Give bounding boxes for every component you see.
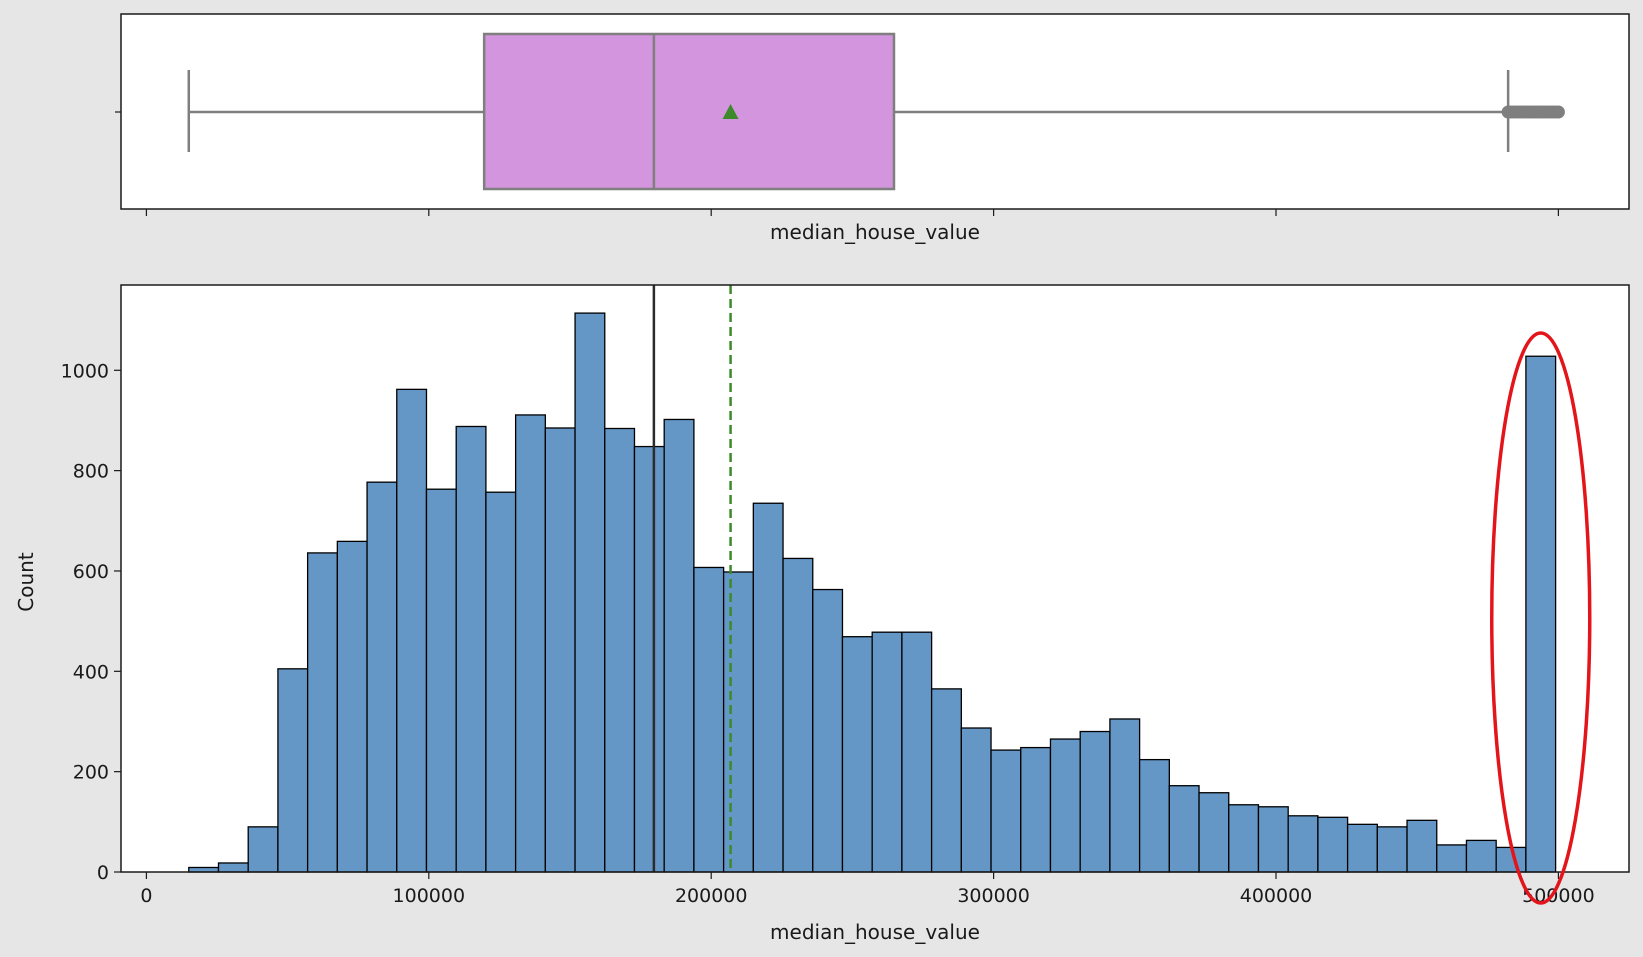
histogram-bar	[247, 826, 279, 873]
histogram-y-tick-label: 600	[73, 561, 109, 583]
histogram-bar	[1198, 792, 1230, 873]
histogram-bar	[1168, 785, 1200, 873]
mean-marker	[722, 104, 739, 119]
histogram-panel: 0 100000 200000 300000 400000 500000 02004006…	[14, 284, 1630, 944]
histogram-bar	[693, 566, 725, 873]
histogram-bar	[901, 631, 933, 873]
boxplot-panel: median_house_value	[115, 13, 1630, 244]
histogram-bar	[1020, 746, 1052, 873]
histogram-bar	[1436, 844, 1468, 873]
outlier-point	[1551, 105, 1565, 119]
histogram-bar	[1287, 815, 1319, 873]
histogram-bar	[574, 312, 606, 873]
histogram-x-tick-label: 300000	[957, 885, 1030, 907]
histogram-bar	[604, 427, 636, 873]
histogram-y-tick-label: 800	[73, 461, 109, 483]
histogram-x-axis-label: median_house_value	[770, 920, 980, 944]
histogram-bar	[1406, 819, 1438, 873]
histogram-bar	[1257, 806, 1289, 873]
histogram-bars	[188, 312, 1557, 873]
histogram-bar	[217, 862, 249, 873]
histogram-bar	[990, 749, 1022, 873]
histogram-bar	[1109, 718, 1141, 873]
histogram-bar	[1376, 826, 1408, 873]
histogram-bar	[1228, 804, 1260, 873]
histogram-reference-lines	[652, 285, 732, 872]
histogram-y-axis-label: Count	[14, 552, 38, 612]
histogram-plot-frame	[120, 284, 1630, 873]
histogram-y-tick-label: 0	[97, 862, 109, 884]
histogram-bar	[277, 668, 309, 873]
boxplot-x-ticks	[145, 209, 1560, 216]
histogram-x-tick-label: 200000	[675, 885, 748, 907]
histogram-x-ticks: 0 100000 200000 300000 400000 500000	[140, 872, 1595, 907]
histogram-x-tick-label: 0	[140, 885, 152, 907]
histogram-bar	[633, 445, 665, 873]
histogram-x-tick-label: 400000	[1240, 885, 1313, 907]
histogram-bar	[1346, 823, 1378, 873]
histogram-bar	[782, 557, 814, 873]
histogram-bar	[455, 425, 487, 873]
histogram-x-tick-label: 100000	[393, 885, 466, 907]
outlier-highlight-ellipse	[1490, 331, 1592, 905]
histogram-bar	[1525, 355, 1557, 873]
histogram-bar	[722, 571, 754, 873]
histogram-y-tick-label: 400	[73, 661, 109, 683]
histogram-bar	[1079, 730, 1111, 873]
histogram-y-tick-label: 1000	[61, 360, 109, 382]
boxplot-x-axis-label: median_house_value	[770, 220, 980, 244]
histogram-bar	[960, 727, 992, 873]
histogram-bar	[306, 552, 338, 873]
histogram-bar	[930, 688, 962, 873]
histogram-bar	[514, 414, 546, 873]
histogram-bar	[1317, 816, 1349, 873]
histogram-bar	[366, 481, 398, 873]
histogram-bar	[871, 631, 903, 873]
highlight-ellipse	[1490, 331, 1592, 905]
histogram-bar	[812, 588, 844, 873]
histogram-bar	[485, 491, 517, 873]
iqr-box	[482, 32, 896, 191]
histogram-bar	[336, 540, 368, 873]
histogram-y-tick-label: 200	[73, 762, 109, 784]
histogram-bar	[425, 488, 457, 873]
histogram-bar	[544, 427, 576, 873]
boxplot-marks	[187, 32, 1565, 191]
histogram-bar	[1465, 839, 1497, 873]
histogram-bar	[752, 502, 784, 873]
histogram-bar	[1138, 758, 1170, 873]
histogram-y-ticks: 0 200 400 600 800 1000	[61, 360, 121, 884]
histogram-bar	[663, 418, 695, 873]
histogram-bar	[1049, 738, 1081, 873]
histogram-bar	[396, 388, 428, 873]
histogram-bar	[841, 636, 873, 873]
